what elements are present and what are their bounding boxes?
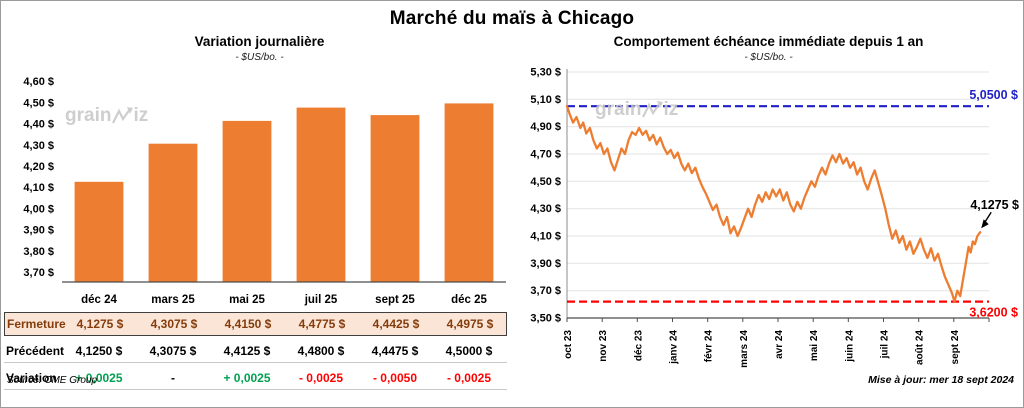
svg-text:sept 24: sept 24 [950,330,961,365]
right-panel: Comportement échéance immédiate depuis 1… [515,33,1022,390]
svg-text:3,90 $: 3,90 $ [530,258,561,270]
table-cell: - 0,0025 [446,370,492,385]
svg-text:3,70 $: 3,70 $ [23,267,54,279]
table-cell: 4,4475 $ [371,343,419,358]
row-label: Précédent [6,343,65,358]
svg-text:5,0500 $: 5,0500 $ [969,88,1018,102]
table-cell: - 0,0025 [298,370,344,385]
bar-category-label: juil 25 [304,294,338,306]
table-cell: 4,4125 $ [223,343,271,358]
row-label: Variation [6,370,57,385]
bar-category-label: mars 25 [151,294,195,306]
table-cell: - 0,0050 [372,370,418,385]
svg-text:3,90 $: 3,90 $ [23,225,54,237]
header: Marché du maïs à Chicago [1,1,1023,33]
bar-category-label: déc 24 [81,294,117,306]
svg-text:juil 24: juil 24 [880,330,891,360]
table-cell: 4,4425 $ [372,317,420,331]
bar-chart-subtitle: - $US/bo. - [235,52,284,63]
svg-text:3,80 $: 3,80 $ [23,246,54,258]
svg-text:4,50 $: 4,50 $ [23,97,54,109]
bar-category-label: déc 25 [451,294,487,306]
table-cell: 4,3075 $ [150,317,198,331]
table-cell: 4,4975 $ [446,317,494,331]
table-cell: - [171,370,175,385]
svg-text:4,1275 $: 4,1275 $ [970,198,1019,212]
table-row-fermeture: Fermeture 4,1275 $ 4,3075 $ 4,4150 $ 4,4775 … [4,312,507,336]
bar [370,115,420,282]
table-cell: 4,5000 $ [445,343,493,358]
table-cell: 4,4150 $ [224,317,272,331]
source-note: Source: CME Group [7,375,98,386]
bar-chart: 4,60 $ 4,50 $ 4,40 $ 4,30 $ 4,20 $ 4,10 $ 4,00… [23,76,506,283]
price-table: Fermeture 4,1275 $ 4,3075 $ 4,4150 $ 4,4775 … [4,312,507,390]
svg-text:déc 23: déc 23 [633,330,644,362]
table-cell: 4,3075 $ [149,343,197,358]
svg-text:4,00 $: 4,00 $ [23,203,54,215]
update-date-note: Mise à jour: mer 18 sept 2024 [868,374,1014,386]
svg-text:3,70 $: 3,70 $ [530,285,561,297]
line-chart: 5,30 $ 5,10 $ 4,90 $ 4,70 $ 4,50 $ 4,30 $ 4,10… [530,67,1019,368]
svg-text:5,30 $: 5,30 $ [530,67,561,79]
price-line [565,105,982,303]
bar-chart-title: Variation journalière [194,34,325,49]
svg-text:avr 24: avr 24 [774,330,785,359]
line-chart-title: Comportement échéance immédiate depuis 1… [613,34,924,49]
bar [222,120,272,283]
svg-text:juin 24: juin 24 [844,330,855,363]
table-cell: 4,4800 $ [297,343,345,358]
svg-text:4,70 $: 4,70 $ [530,149,561,161]
bar-categories: déc 24 mars 25 mai 25 juil 25 sept 25 déc 25 [4,288,515,312]
table-row-variation: Variation + 0,0025 - + 0,0025 - 0,0025 - 0,00… [4,366,507,390]
svg-text:4,10 $: 4,10 $ [530,231,561,243]
row-label: Fermeture [7,317,66,331]
svg-text:5,10 $: 5,10 $ [530,94,561,106]
svg-text:août 24: août 24 [915,330,926,365]
svg-text:4,60 $: 4,60 $ [23,76,54,88]
svg-text:3,50 $: 3,50 $ [530,313,561,325]
svg-text:4,40 $: 4,40 $ [23,119,54,131]
bar [296,107,346,282]
svg-text:4,90 $: 4,90 $ [530,121,561,133]
bar-category-label: sept 25 [375,294,415,306]
bar [148,143,198,282]
left-panel: Variation journalière - $US/bo. - grain … [1,33,515,390]
panels: Variation journalière - $US/bo. - grain … [1,33,1023,390]
svg-text:3,6200 $: 3,6200 $ [969,306,1018,320]
page-title: Marché du maïs à Chicago [389,8,635,29]
bar-category-label: mai 25 [229,294,265,306]
svg-text:janv 24: janv 24 [669,330,680,365]
svg-text:oct 23: oct 23 [563,330,574,359]
table-cell: 4,4775 $ [298,317,346,331]
svg-text:4,50 $: 4,50 $ [530,176,561,188]
table-cell: 4,1275 $ [76,317,124,331]
svg-text:4,30 $: 4,30 $ [530,203,561,215]
table-cell: 4,1250 $ [75,343,123,358]
svg-text:nov 23: nov 23 [598,330,609,362]
svg-text:févr 24: févr 24 [704,330,715,363]
bar [74,181,124,282]
bar [444,103,494,283]
svg-text:4,20 $: 4,20 $ [23,161,54,173]
svg-text:4,10 $: 4,10 $ [23,182,54,194]
table-cell: + 0,0025 [75,370,123,385]
svg-text:4,30 $: 4,30 $ [23,140,54,152]
table-cell: + 0,0025 [223,370,271,385]
table-row-precedent: Précédent 4,1250 $ 4,3075 $ 4,4125 $ 4,4800 … [4,339,507,363]
line-chart-subtitle: - $US/bo. - [744,52,793,63]
svg-text:mars 24: mars 24 [739,330,750,368]
svg-text:mai 24: mai 24 [809,330,820,362]
